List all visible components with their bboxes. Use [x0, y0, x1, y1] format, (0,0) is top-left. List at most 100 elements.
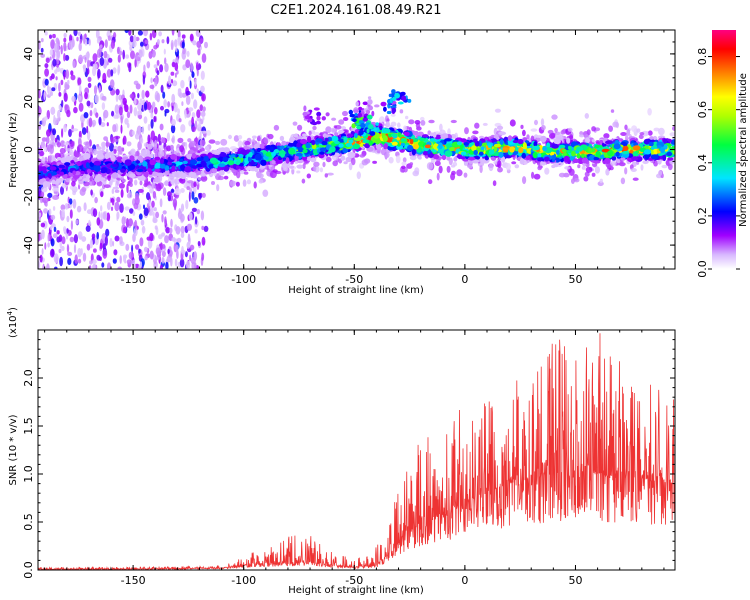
- ridge-cell: [409, 138, 414, 145]
- noise-speckle: [135, 36, 140, 42]
- noise-speckle: [134, 133, 140, 140]
- halo-speckle: [211, 181, 215, 185]
- noise-speckle: [176, 237, 182, 243]
- noise-speckle: [106, 68, 112, 78]
- ridge-cell: [343, 136, 348, 143]
- noise-speckle: [143, 116, 148, 124]
- halo-speckle: [624, 167, 628, 175]
- noise-speckle: [45, 136, 50, 145]
- halo-speckle: [530, 128, 538, 132]
- noise-speckle: [111, 188, 115, 194]
- noise-speckle: [185, 59, 191, 69]
- noise-speckle: [40, 191, 45, 198]
- noise-speckle: [73, 30, 78, 37]
- halo-speckle: [409, 155, 417, 161]
- noise-speckle: [151, 200, 155, 208]
- noise-speckle: [143, 246, 148, 253]
- noise-speckle: [39, 254, 43, 263]
- ridge-cell: [566, 137, 571, 144]
- noise-speckle: [51, 87, 56, 92]
- noise-speckle: [166, 132, 170, 142]
- halo-speckle: [482, 122, 488, 126]
- ridge-cell: [605, 140, 613, 145]
- ridge-cell: [540, 135, 547, 143]
- noise-speckle: [185, 141, 188, 151]
- halo-speckle: [591, 126, 596, 132]
- noise-speckle: [144, 101, 147, 111]
- halo-speckle: [608, 125, 613, 132]
- noise-speckle: [119, 255, 122, 264]
- noise-speckle: [182, 47, 186, 55]
- noise-speckle: [197, 48, 201, 56]
- halo-speckle: [642, 160, 649, 165]
- ridge-cell: [282, 147, 290, 151]
- ridge-cell: [227, 160, 235, 166]
- noise-speckle: [124, 118, 129, 125]
- noise-speckle: [99, 57, 105, 66]
- noise-speckle: [100, 211, 103, 221]
- noise-speckle: [135, 83, 141, 90]
- halo-speckle: [567, 127, 573, 132]
- noise-speckle: [199, 131, 202, 139]
- noise-speckle: [45, 57, 50, 63]
- noise-speckle: [38, 124, 42, 130]
- halo-speckle: [338, 119, 345, 125]
- halo-speckle: [189, 140, 196, 146]
- noise-speckle: [137, 141, 142, 151]
- halo-speckle: [238, 135, 243, 140]
- halo-speckle: [544, 167, 550, 175]
- ridge-cell: [330, 135, 339, 142]
- noise-speckle: [170, 256, 173, 267]
- noise-speckle: [178, 208, 182, 214]
- noise-speckle: [171, 237, 176, 242]
- noise-speckle: [180, 203, 185, 212]
- noise-speckle: [190, 62, 194, 72]
- ridge-cell: [581, 153, 585, 159]
- noise-speckle: [72, 60, 76, 69]
- noise-speckle: [120, 115, 123, 124]
- noise-speckle: [118, 106, 123, 116]
- halo-speckle: [113, 149, 117, 154]
- halo-speckle: [244, 140, 251, 146]
- ridge-cell: [347, 151, 356, 159]
- noise-speckle: [111, 110, 115, 117]
- halo-speckle: [479, 165, 483, 174]
- noise-speckle: [180, 124, 186, 133]
- noise-speckle: [50, 39, 55, 50]
- noise-speckle: [60, 79, 64, 86]
- noise-speckle: [194, 229, 198, 234]
- ridge-cell: [593, 156, 600, 161]
- halo-speckle: [263, 137, 268, 144]
- noise-speckle: [122, 49, 125, 60]
- noise-speckle: [194, 216, 198, 225]
- noise-speckle: [152, 101, 156, 109]
- noise-speckle: [174, 39, 178, 48]
- noise-speckle: [149, 250, 154, 260]
- ridge-cell: [561, 148, 567, 153]
- ridge-cell: [334, 132, 339, 136]
- noise-speckle: [54, 137, 58, 143]
- halo-speckle: [73, 152, 81, 158]
- noise-speckle: [52, 128, 57, 136]
- noise-speckle: [193, 99, 198, 110]
- chart-title: C2E1.2024.161.08.49.R21: [270, 3, 441, 18]
- noise-speckle: [43, 208, 48, 214]
- noise-speckle: [171, 135, 176, 144]
- noise-speckle: [63, 37, 67, 43]
- halo-speckle: [41, 186, 48, 193]
- halo-speckle: [59, 147, 66, 154]
- halo-speckle: [137, 188, 144, 193]
- halo-speckle: [325, 126, 332, 134]
- noise-speckle: [138, 49, 143, 58]
- noise-speckle: [188, 191, 191, 202]
- ridge-cell: [279, 135, 285, 141]
- noise-speckle: [83, 202, 87, 212]
- noise-speckle: [114, 235, 120, 242]
- halo-speckle: [296, 170, 301, 174]
- noise-speckle: [99, 242, 103, 250]
- ridge-cell: [238, 153, 244, 159]
- noise-speckle: [130, 50, 135, 60]
- noise-speckle: [46, 109, 50, 120]
- halo-speckle: [220, 138, 228, 146]
- ridge-cell: [325, 144, 330, 150]
